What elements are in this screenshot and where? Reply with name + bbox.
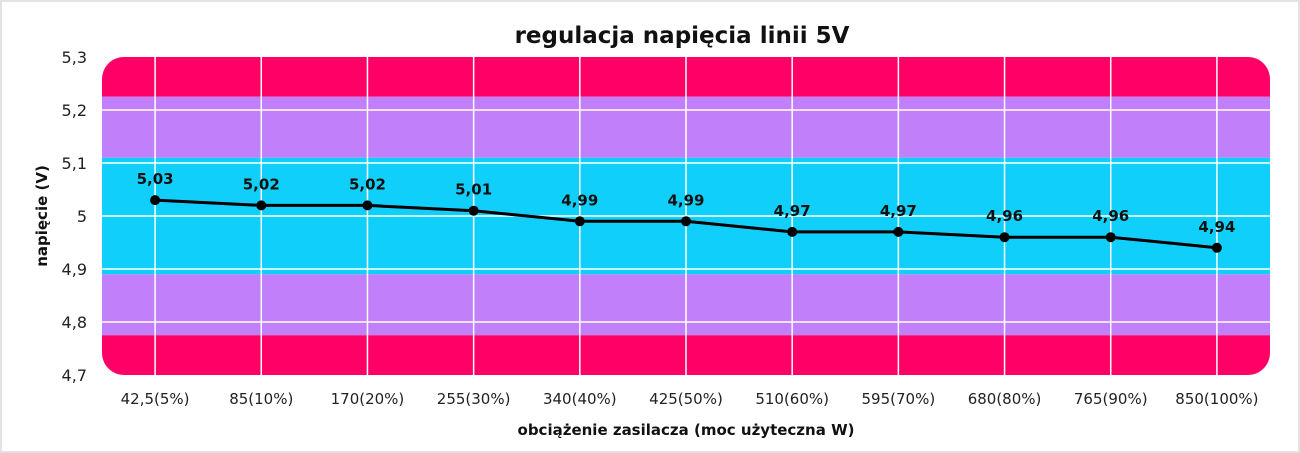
data-label: 4,99 [667, 191, 704, 209]
data-point [681, 216, 691, 227]
y-axis-label: napięcie (V) [33, 165, 51, 267]
data-point [1105, 232, 1116, 243]
data-label: 5,02 [243, 175, 280, 193]
data-point [1211, 242, 1222, 253]
data-label: 4,99 [561, 191, 598, 209]
data-point [893, 226, 904, 237]
chart-title: regulacja napięcia linii 5V [515, 23, 850, 49]
x-tick-label: 765(90%) [1074, 390, 1148, 408]
y-tick-label: 5,2 [62, 101, 87, 120]
x-tick-label: 170(20%) [331, 390, 405, 408]
data-point [574, 216, 585, 227]
y-tick-label: 4,7 [62, 366, 87, 385]
data-label: 4,94 [1198, 218, 1235, 236]
x-axis-label: obciążenie zasilacza (moc użyteczna W) [518, 421, 855, 439]
data-label: 4,96 [1092, 207, 1129, 225]
data-point [362, 200, 373, 211]
x-tick-label: 510(60%) [755, 390, 829, 408]
data-label: 4,97 [880, 202, 917, 220]
data-point [999, 232, 1010, 243]
y-tick-label: 5 [77, 207, 87, 226]
data-label: 5,03 [137, 170, 174, 188]
x-tick-label: 255(30%) [437, 390, 511, 408]
y-tick-label: 5,1 [62, 154, 87, 173]
data-point [787, 226, 798, 237]
x-tick-label: 595(70%) [862, 390, 936, 408]
data-label: 4,97 [774, 202, 811, 220]
data-point [468, 205, 479, 216]
y-tick-label: 5,3 [62, 48, 87, 67]
data-label: 5,01 [455, 181, 492, 199]
data-point [150, 195, 161, 206]
x-tick-label: 42,5(5%) [121, 390, 190, 408]
data-label: 4,96 [986, 207, 1023, 225]
x-tick-label: 680(80%) [968, 390, 1042, 408]
x-tick-label: 425(50%) [649, 390, 723, 408]
x-tick-label: 85(10%) [229, 390, 293, 408]
y-tick-label: 4,8 [62, 313, 87, 332]
x-tick-label: 850(100%) [1175, 390, 1258, 408]
data-label: 5,02 [349, 175, 386, 193]
x-tick-label: 340(40%) [543, 390, 617, 408]
data-point [256, 200, 267, 211]
y-tick-label: 4,9 [62, 260, 87, 279]
